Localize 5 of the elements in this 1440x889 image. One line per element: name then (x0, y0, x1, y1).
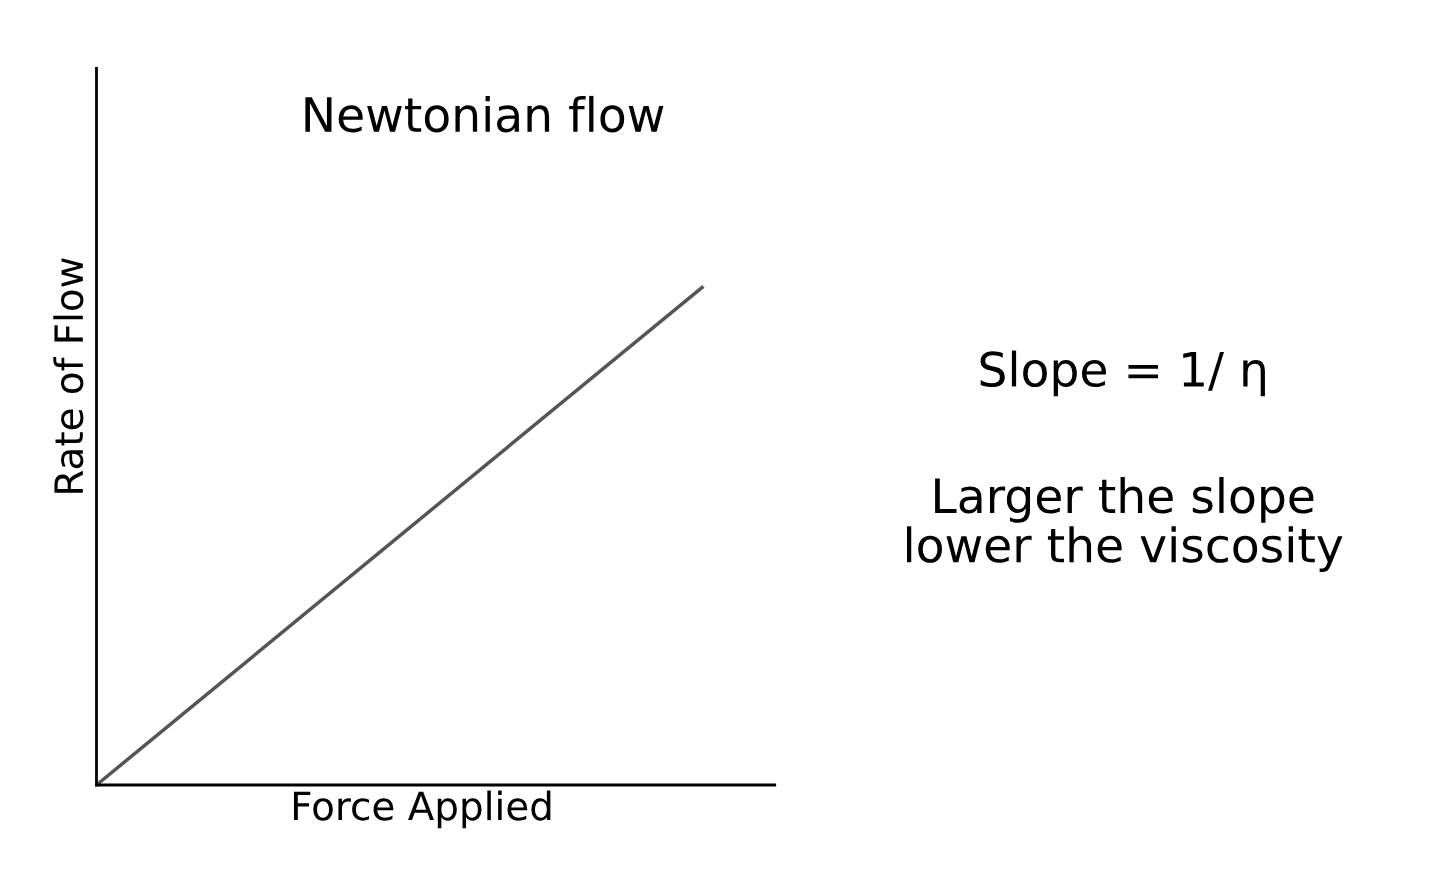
annotation: Larger the slope lower the viscosity (906, 477, 1343, 573)
chart-title: Newtonian flow (305, 95, 664, 133)
annotation: Slope = 1/ η (980, 350, 1265, 397)
x-axis-title: Force Applied (293, 790, 551, 829)
y-axis-title: Rate of Flow (53, 258, 84, 493)
